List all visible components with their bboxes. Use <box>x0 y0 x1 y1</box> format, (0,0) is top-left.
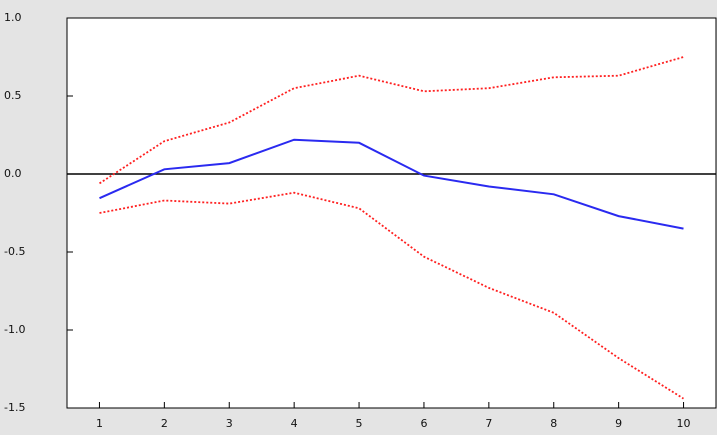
x-tick-label: 4 <box>291 417 298 430</box>
series-line <box>99 56 684 185</box>
x-tick-label: 2 <box>161 417 168 430</box>
x-tick-label: 7 <box>485 417 492 430</box>
y-tick-label: -1.5 <box>4 401 25 414</box>
x-tick-label: 1 <box>96 417 103 430</box>
x-tick-label: 10 <box>677 417 691 430</box>
series-line <box>99 191 684 400</box>
x-tick-label: 3 <box>226 417 233 430</box>
x-tick-label: 5 <box>356 417 363 430</box>
y-tick-label: -0.5 <box>4 245 25 258</box>
y-tick-label: -1.0 <box>4 323 25 336</box>
plot-area <box>66 17 717 409</box>
x-tick-label: 9 <box>615 417 622 430</box>
y-tick-label: 1.0 <box>4 11 22 24</box>
y-tick-label: 0.5 <box>4 89 22 102</box>
x-tick-label: 8 <box>550 417 557 430</box>
x-tick-label: 6 <box>420 417 427 430</box>
series-line <box>99 138 684 230</box>
y-tick-label: 0.0 <box>4 167 22 180</box>
